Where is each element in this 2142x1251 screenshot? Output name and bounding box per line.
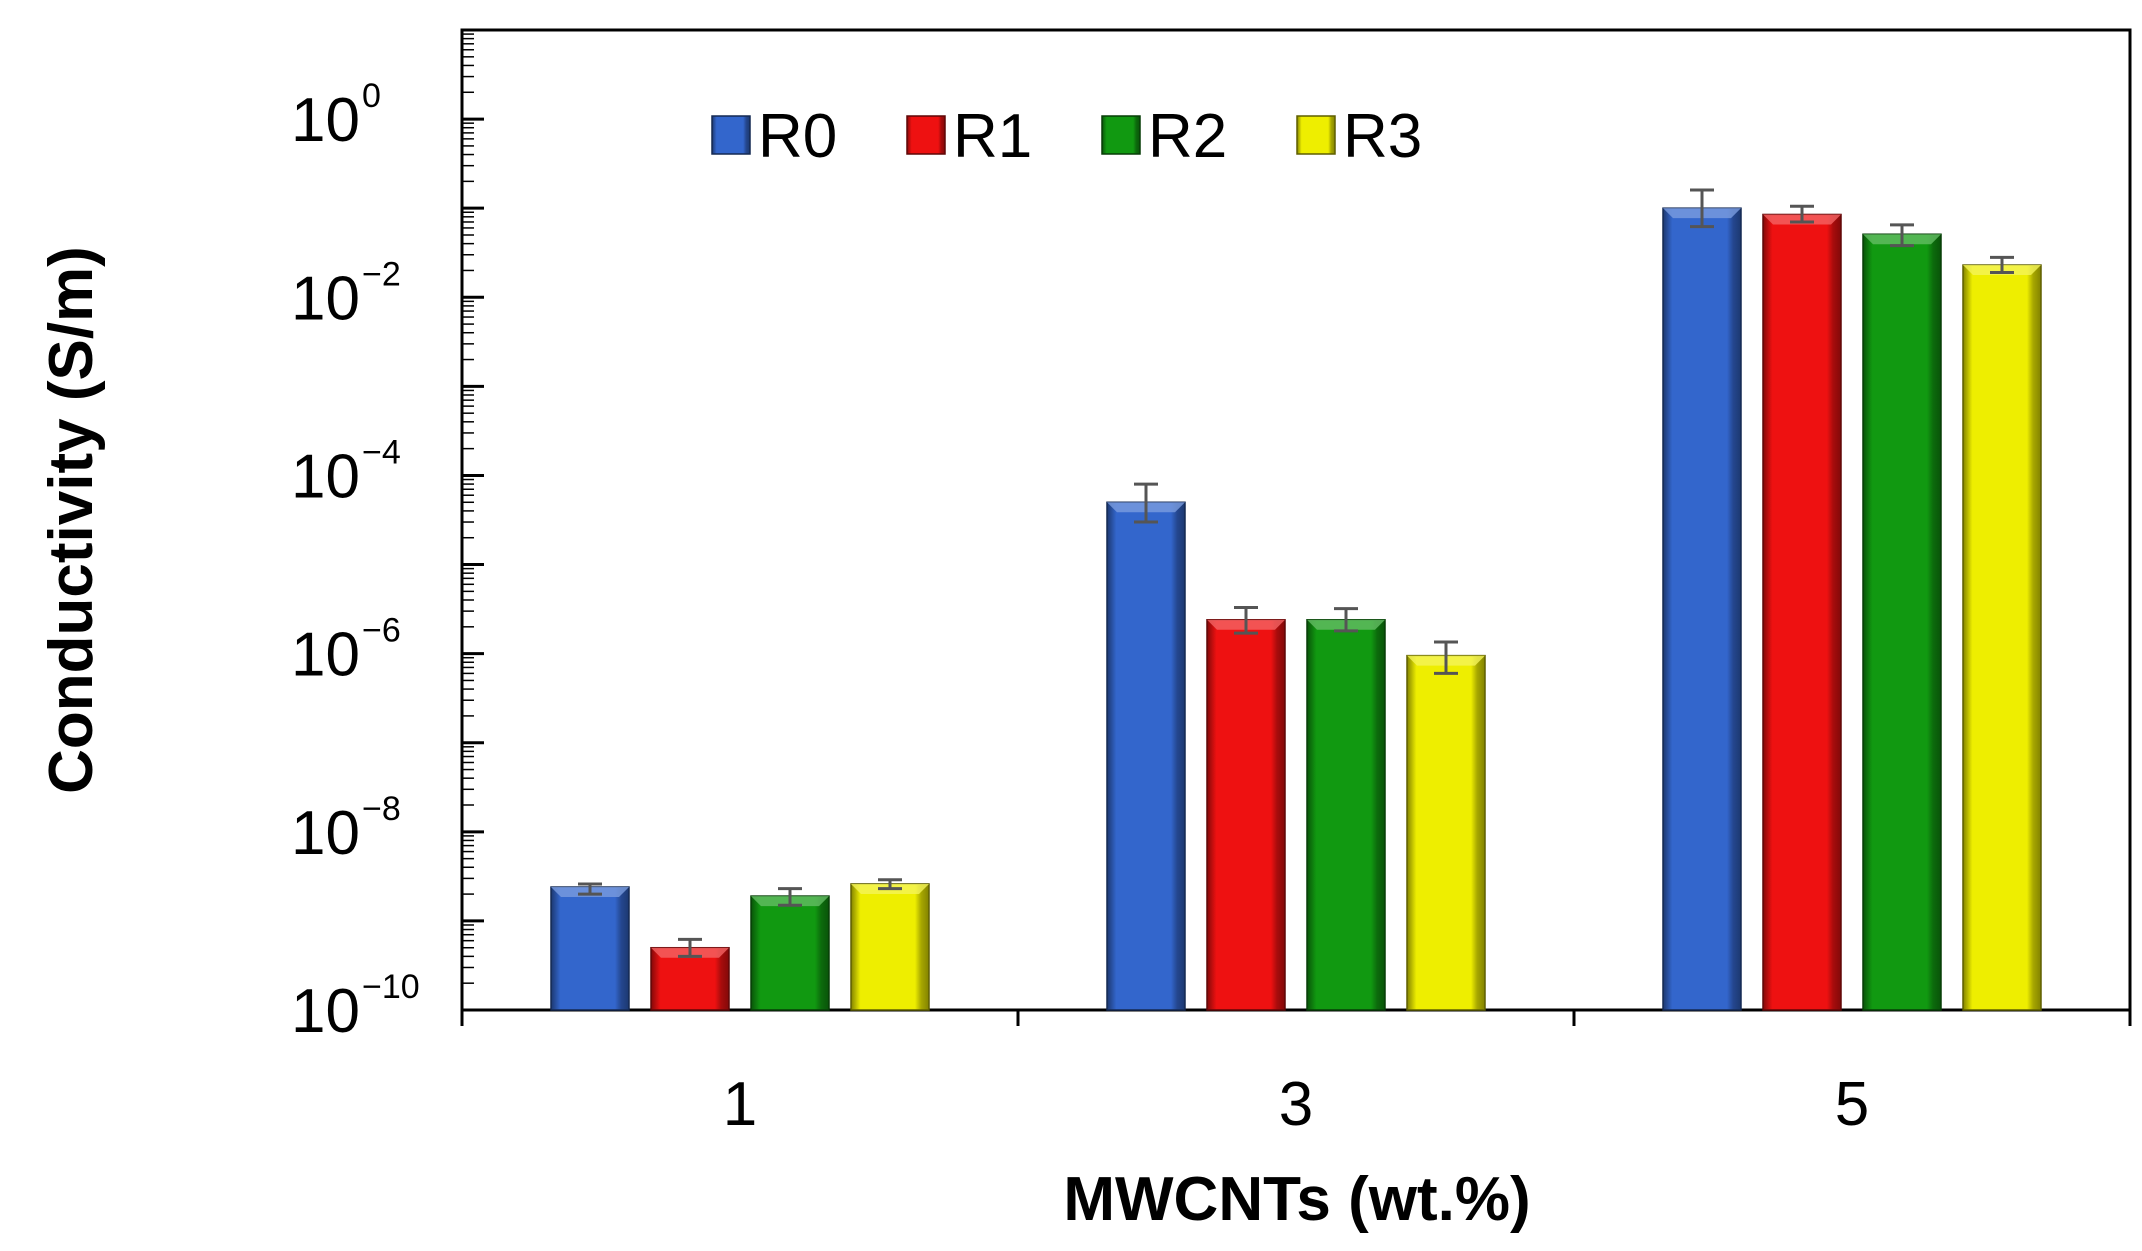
bar-R0-5 [1662, 207, 1742, 1011]
bar-R1-5 [1762, 213, 1842, 1011]
legend-swatch-R2 [1101, 115, 1141, 155]
bar-R2-3 [1306, 619, 1386, 1011]
y-axis-title: Conductivity (S/m) [37, 246, 106, 794]
y-tick-label: 10 [291, 264, 360, 333]
x-axis-title: MWCNTs (wt.%) [1063, 1165, 1530, 1234]
legend-swatch-R1 [906, 115, 946, 155]
y-tick-label: 10 [291, 799, 360, 868]
bar-R1-1 [650, 946, 730, 1011]
y-tick-exponent: −6 [362, 612, 401, 650]
bar-R3-5 [1962, 264, 2042, 1011]
bar-R1-3 [1206, 619, 1286, 1011]
y-tick-exponent: 0 [362, 77, 381, 115]
x-tick-label: 1 [723, 1070, 757, 1139]
legend-label-R3: R3 [1343, 102, 1422, 171]
y-tick-label: 10 [291, 977, 360, 1046]
bar-R0-3 [1106, 501, 1186, 1011]
bar-R2-5 [1862, 233, 1942, 1011]
bar-R2-1 [750, 895, 830, 1011]
x-tick-label: 3 [1279, 1070, 1313, 1139]
y-tick-exponent: −10 [362, 968, 420, 1006]
legend-swatch-R3 [1296, 115, 1336, 155]
legend-swatch-R0 [711, 115, 751, 155]
y-tick-label: 10 [291, 621, 360, 690]
legend-label-R0: R0 [758, 102, 837, 171]
y-tick-label: 10 [291, 86, 360, 155]
y-tick-exponent: −8 [362, 790, 401, 828]
bar-R3-3 [1406, 654, 1486, 1011]
y-tick-exponent: −4 [362, 433, 401, 471]
bar-R3-1 [850, 883, 930, 1011]
plot-frame [460, 28, 2132, 1012]
y-tick-label: 10 [291, 442, 360, 511]
bar-R0-1 [550, 886, 630, 1011]
legend-label-R2: R2 [1148, 102, 1227, 171]
x-tick-label: 5 [1835, 1070, 1869, 1139]
y-tick-exponent: −2 [362, 255, 401, 293]
legend-label-R1: R1 [953, 102, 1032, 171]
